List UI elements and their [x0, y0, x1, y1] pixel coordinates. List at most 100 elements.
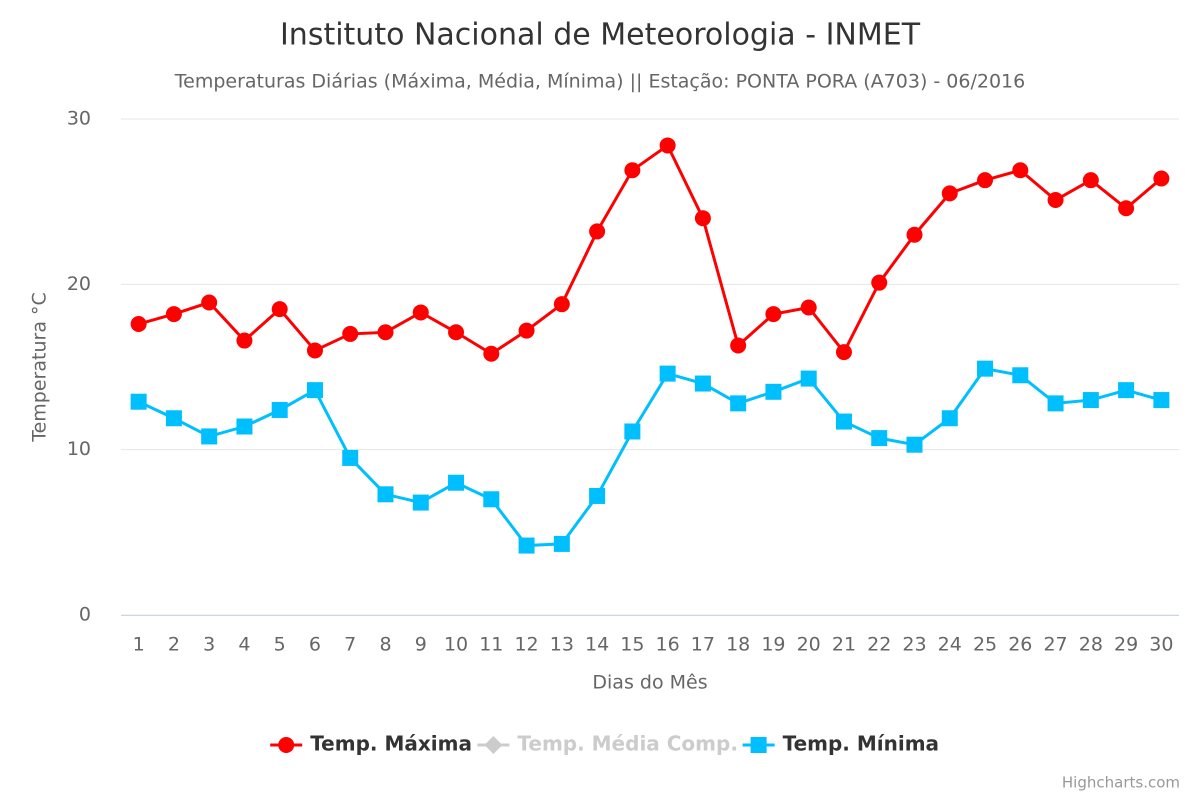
data-point	[871, 274, 888, 291]
data-point	[377, 486, 394, 503]
data-point	[306, 342, 323, 359]
data-point	[624, 162, 641, 179]
data-point	[694, 375, 711, 392]
data-point	[730, 395, 747, 412]
data-point	[694, 210, 711, 227]
data-point	[1153, 392, 1170, 409]
x-tick-label: 6	[309, 634, 321, 656]
data-point	[342, 325, 359, 342]
x-tick-label: 21	[832, 634, 856, 656]
data-point	[1153, 170, 1170, 187]
data-point	[130, 393, 147, 410]
data-point	[306, 382, 323, 399]
x-tick-label: 9	[415, 634, 427, 656]
data-point	[483, 345, 500, 362]
series-line	[137, 367, 1162, 548]
y-tick-label: 20	[67, 273, 91, 295]
data-point	[1118, 200, 1135, 217]
data-point	[518, 322, 535, 339]
data-point	[236, 418, 253, 435]
data-point	[589, 223, 606, 240]
data-point	[1012, 367, 1029, 384]
x-tick-label: 29	[1114, 634, 1138, 656]
data-point	[977, 360, 994, 377]
x-tick-label: 1	[133, 634, 145, 656]
data-point	[906, 226, 923, 243]
data-point	[977, 172, 994, 189]
data-point	[1012, 162, 1029, 179]
data-point	[553, 296, 570, 313]
data-point	[1118, 382, 1135, 399]
data-point	[906, 436, 923, 453]
data-point	[835, 344, 852, 361]
x-tick-label: 15	[620, 634, 644, 656]
data-point	[624, 423, 641, 440]
data-point	[941, 185, 958, 202]
data-point	[765, 306, 782, 323]
x-tick-label: 25	[973, 634, 997, 656]
x-tick-label: 18	[726, 634, 750, 656]
x-tick-label: 12	[514, 634, 538, 656]
data-point	[448, 474, 465, 491]
data-point	[941, 410, 958, 427]
x-tick-label: 26	[1008, 634, 1032, 656]
data-point	[412, 494, 429, 511]
legend-marker	[278, 737, 295, 753]
x-tick-label: 13	[550, 634, 574, 656]
x-axis-label: Dias do Mês	[592, 672, 707, 694]
x-tick-label: 8	[379, 634, 391, 656]
data-point	[1082, 392, 1099, 409]
credits[interactable]: Highcharts.com	[1062, 774, 1180, 792]
data-point	[483, 491, 500, 508]
legend-label[interactable]: Temp. Média Comp.	[517, 732, 738, 756]
data-point	[201, 428, 218, 445]
data-point	[165, 410, 182, 427]
legend-label[interactable]: Temp. Mínima	[783, 732, 939, 756]
data-point	[765, 383, 782, 400]
y-axis-label: Temperatura °C	[29, 292, 51, 443]
x-tick-label: 20	[797, 634, 821, 656]
x-tick-label: 2	[168, 634, 180, 656]
data-point	[1082, 172, 1099, 189]
legend-marker	[484, 736, 503, 754]
x-tick-label: 4	[238, 634, 250, 656]
data-point	[271, 301, 288, 318]
x-tick-label: 10	[444, 634, 468, 656]
data-point	[589, 487, 606, 504]
x-tick-label: 22	[867, 634, 891, 656]
x-tick-label: 14	[585, 634, 609, 656]
chart-title: Instituto Nacional de Meteorologia - INM…	[280, 18, 921, 53]
data-point	[553, 535, 570, 552]
legend-marker	[750, 737, 767, 753]
x-tick-label: 24	[938, 634, 962, 656]
chart-subtitle: Temperaturas Diárias (Máxima, Média, Mín…	[174, 71, 1025, 93]
x-tick-label: 5	[274, 634, 286, 656]
data-point	[130, 316, 147, 333]
x-tick-label: 16	[656, 634, 680, 656]
data-point	[659, 137, 676, 154]
data-point	[201, 294, 218, 311]
data-point	[518, 537, 535, 554]
legend-label[interactable]: Temp. Máxima	[310, 732, 472, 756]
data-point	[800, 299, 817, 316]
x-tick-label: 3	[203, 634, 215, 656]
data-point	[835, 413, 852, 430]
data-point	[659, 365, 676, 382]
data-point	[730, 337, 747, 354]
y-tick-label: 30	[67, 108, 91, 130]
x-tick-label: 17	[691, 634, 715, 656]
data-point	[412, 304, 429, 321]
x-tick-label: 11	[479, 634, 503, 656]
series-line	[138, 143, 1163, 356]
data-point	[1047, 395, 1064, 412]
data-point	[377, 324, 394, 341]
data-point	[448, 324, 465, 341]
data-point	[165, 306, 182, 323]
data-point	[871, 430, 888, 447]
x-tick-label: 27	[1043, 634, 1067, 656]
data-point	[271, 401, 288, 418]
data-point	[1047, 192, 1064, 209]
data-point	[342, 449, 359, 466]
x-tick-label: 23	[902, 634, 926, 656]
